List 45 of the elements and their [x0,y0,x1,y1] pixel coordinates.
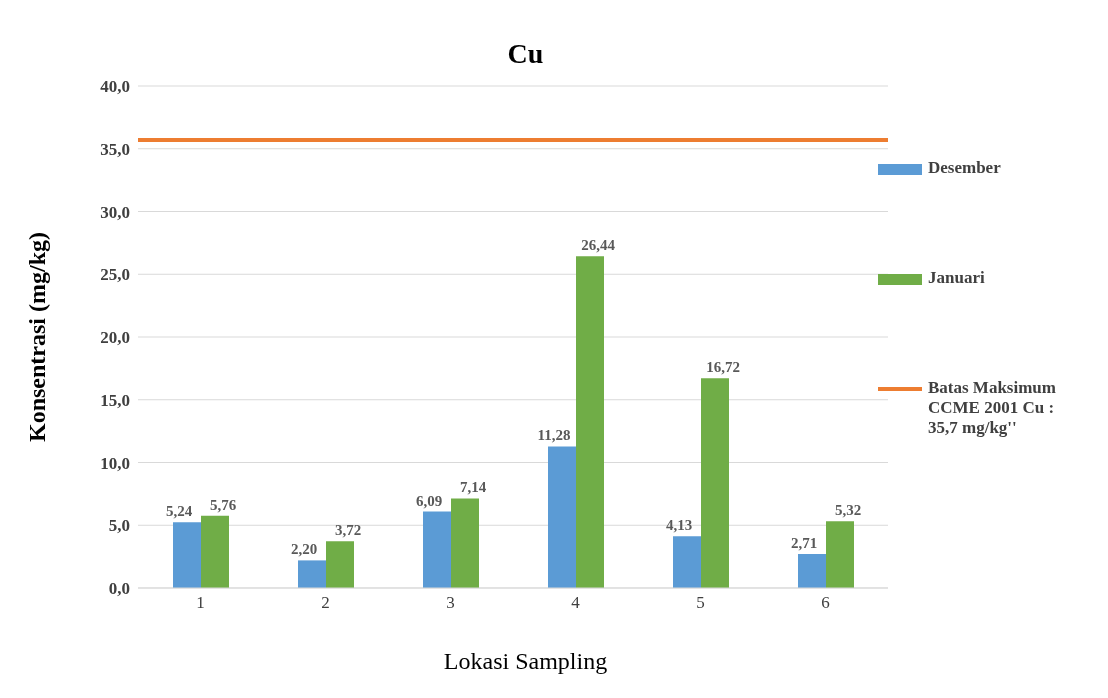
x-tick-label: 4 [571,593,581,613]
data-label: 26,44 [581,237,616,254]
y-tick-label: 5,0 [108,516,130,536]
y-axis-title: Konsentrasi (mg/kg) [23,232,50,442]
bar [701,378,729,588]
bar [201,515,229,588]
x-tick-label: 5 [696,593,705,613]
data-label: 5,24 [165,503,193,520]
bar [173,522,201,588]
x-tick-label: 3 [446,593,455,613]
legend-label: Batas Maksimum CCME 2001 Cu : 35,7 mg/kg'' [928,378,1057,438]
y-tick-label: 25,0 [100,265,130,285]
data-label: 4,13 [665,517,693,534]
bar [826,521,854,588]
bar [673,536,701,588]
data-label: 2,20 [290,541,318,558]
y-tick-label: 0,0 [108,579,130,599]
x-tick-label: 1 [196,593,205,613]
x-tick-label: 2 [321,593,330,613]
bar [548,446,576,588]
x-tick-label: 6 [821,593,830,613]
bar [451,498,479,588]
data-label: 5,32 [834,502,862,519]
x-axis-title: Lokasi Sampling [442,648,609,675]
data-label: 2,71 [790,534,818,551]
y-tick-label: 10,0 [100,453,130,473]
y-tick-label: 15,0 [100,390,130,410]
bar [423,511,451,588]
bar [798,553,826,588]
data-label: 6,09 [415,492,443,509]
data-label: 3,72 [334,522,362,539]
bar [576,256,604,588]
legend-label: Januari [928,268,986,288]
data-label: 16,72 [706,359,740,376]
data-label: 7,14 [459,479,487,496]
y-tick-label: 40,0 [100,77,130,97]
legend-label: Desember [928,158,1002,178]
data-label: 5,76 [209,496,237,513]
y-tick-label: 35,0 [100,139,130,159]
bar [298,560,326,588]
chart-title: Cu [506,38,545,70]
data-label: 11,28 [537,427,571,444]
y-tick-label: 30,0 [100,202,130,222]
bar [326,541,354,588]
y-tick-label: 20,0 [100,328,130,348]
